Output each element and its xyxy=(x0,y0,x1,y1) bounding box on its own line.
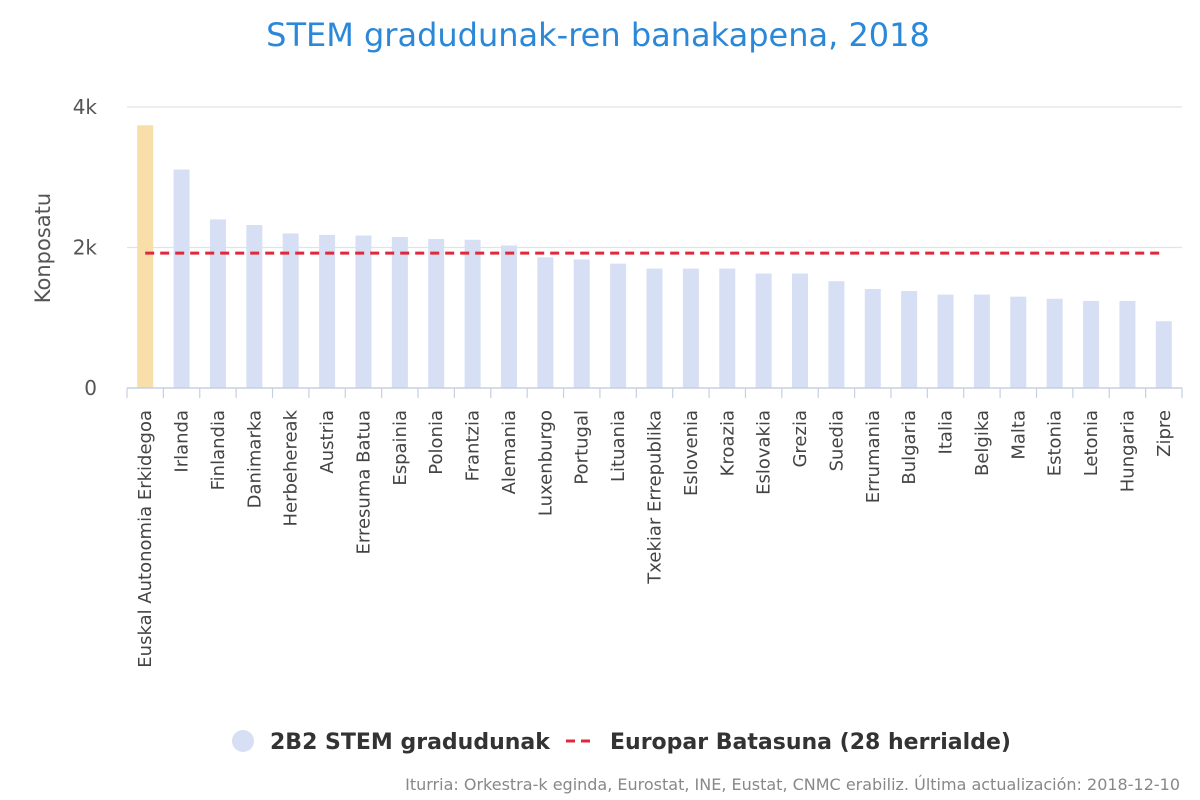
bar[interactable] xyxy=(1083,300,1100,388)
x-tick-label: Italia xyxy=(936,410,957,454)
x-tick-label: Alemania xyxy=(499,410,520,494)
x-tick-label: Grezia xyxy=(790,410,811,468)
bar[interactable] xyxy=(173,169,190,388)
legend-line-label[interactable]: Europar Batasuna (28 herrialde) xyxy=(610,730,1011,755)
x-tick-label: Irlanda xyxy=(172,410,193,473)
bar[interactable] xyxy=(428,239,445,388)
bar[interactable] xyxy=(1119,300,1136,388)
bar[interactable] xyxy=(209,219,226,388)
bar[interactable] xyxy=(828,281,845,388)
x-tick-label: Danimarka xyxy=(244,410,265,508)
x-tick-label: Kroazia xyxy=(717,410,738,476)
x-tick-label: Belgika xyxy=(972,410,993,476)
x-tick-label: Lituania xyxy=(608,410,629,482)
x-tick-label: Frantzia xyxy=(463,410,484,481)
x-axis-ticks: Euskal Autonomia Erkidegoa Irlanda Finland… xyxy=(126,388,1183,668)
x-tick-label: Txekiar Errepublika xyxy=(645,410,666,585)
bar[interactable] xyxy=(1046,298,1063,388)
bar[interactable] xyxy=(1155,321,1172,388)
source-note: Iturria: Orkestra-k eginda, Eurostat, IN… xyxy=(405,775,1180,794)
chart-title: STEM gradudunak-ren banakapena, 2018 xyxy=(266,16,930,54)
y-tick-label: 4k xyxy=(73,95,98,119)
y-axis-ticks: 0 2k 4k xyxy=(73,95,98,400)
x-tick-label: Austria xyxy=(317,410,338,474)
bar[interactable] xyxy=(137,125,154,388)
x-tick-label: Estonia xyxy=(1045,410,1066,476)
x-tick-label: Eslovakia xyxy=(754,410,775,495)
gridlines xyxy=(127,106,1182,249)
legend-bar-label[interactable]: 2B2 STEM gradudunak xyxy=(270,730,551,755)
bar[interactable] xyxy=(610,263,627,388)
x-tick-label: Herbehereak xyxy=(281,409,302,526)
bar-series xyxy=(137,125,1172,388)
bar[interactable] xyxy=(864,288,881,388)
x-tick-label: Espainia xyxy=(390,410,411,486)
bar[interactable] xyxy=(464,239,481,388)
bar[interactable] xyxy=(500,245,517,388)
legend-bar-marker xyxy=(232,730,254,752)
bar[interactable] xyxy=(937,294,954,388)
legend: 2B2 STEM gradudunak Europar Batasuna (28… xyxy=(232,730,1011,755)
bar[interactable] xyxy=(282,233,299,388)
x-tick-label: Errumania xyxy=(863,410,884,503)
bar[interactable] xyxy=(792,273,809,388)
bar[interactable] xyxy=(1010,296,1027,388)
bar[interactable] xyxy=(537,257,554,388)
x-tick-label: Polonia xyxy=(426,410,447,475)
x-tick-label: Letonia xyxy=(1081,410,1102,476)
x-tick-label: Suedia xyxy=(826,410,847,471)
x-tick-label: Euskal Autonomia Erkidegoa xyxy=(135,410,156,668)
bar[interactable] xyxy=(973,294,990,388)
x-tick-label: Zipre xyxy=(1154,410,1175,457)
bar[interactable] xyxy=(319,234,336,388)
x-tick-label: Luxenburgo xyxy=(535,410,556,516)
x-tick-label: Finlandia xyxy=(208,410,229,490)
bar[interactable] xyxy=(719,268,736,388)
bar[interactable] xyxy=(646,268,663,388)
bar[interactable] xyxy=(355,235,372,388)
x-tick-label: Erresuma Batua xyxy=(353,410,374,554)
x-tick-label: Eslovenia xyxy=(681,410,702,496)
bar[interactable] xyxy=(901,291,918,388)
y-axis-label: Konposatu xyxy=(31,193,55,303)
bar[interactable] xyxy=(391,236,408,388)
x-tick-label: Bulgaria xyxy=(899,410,920,485)
bar[interactable] xyxy=(573,259,590,388)
bar[interactable] xyxy=(755,273,772,388)
x-tick-label: Malta xyxy=(1008,410,1029,460)
bar[interactable] xyxy=(246,225,263,388)
x-tick-label: Hungaria xyxy=(1117,410,1138,492)
y-tick-label: 2k xyxy=(73,236,98,260)
bar[interactable] xyxy=(682,268,699,388)
y-tick-label: 0 xyxy=(84,376,97,400)
x-tick-label: Portugal xyxy=(572,410,593,485)
